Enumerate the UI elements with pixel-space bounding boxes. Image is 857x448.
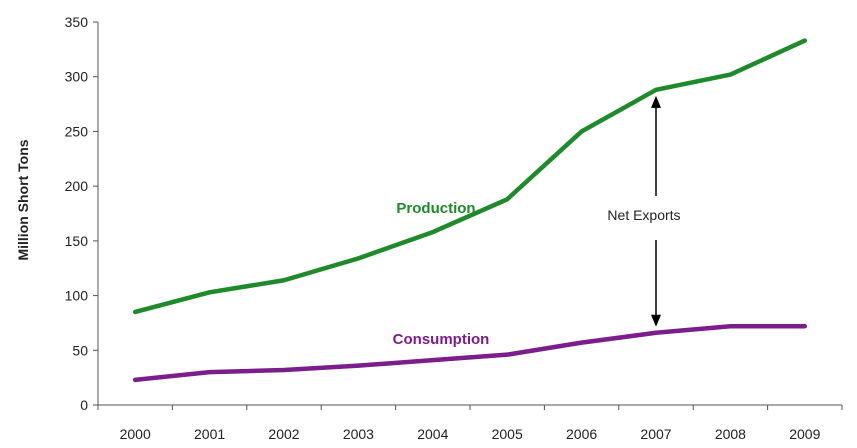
net-exports-annotation: Net Exports <box>607 95 681 327</box>
y-tick-label: 100 <box>65 288 89 304</box>
series-lines <box>132 38 808 383</box>
y-ticks: 0 50 100 150 200 250 300 350 <box>65 14 98 413</box>
x-tick-label: 2002 <box>268 426 299 442</box>
y-tick-label: 0 <box>80 397 88 413</box>
y-tick-label: 50 <box>72 342 88 358</box>
x-tick-label: 2008 <box>715 426 746 442</box>
y-tick-label: 250 <box>65 123 89 139</box>
net-exports-label: Net Exports <box>607 207 680 223</box>
x-tick-label: 2005 <box>492 426 523 442</box>
x-tick-label: 2004 <box>417 426 448 442</box>
series-line-consumption <box>132 323 808 383</box>
net-exports-arrowhead-down <box>651 314 661 327</box>
net-exports-arrowhead-up <box>651 95 661 108</box>
x-tick-label: 2007 <box>640 426 671 442</box>
series-label-production: Production <box>396 200 475 217</box>
y-tick-label: 350 <box>65 14 89 30</box>
y-tick-label: 150 <box>65 233 89 249</box>
x-tick-label: 2009 <box>789 426 820 442</box>
y-axis-title: Million Short Tons <box>15 139 31 260</box>
series-label-consumption: Consumption <box>393 331 490 348</box>
y-tick-label: 200 <box>65 178 89 194</box>
x-ticks: 2000 2001 2002 2003 2004 2005 2006 2007 2008 2009 <box>97 405 843 442</box>
x-tick-label: 2000 <box>120 426 151 442</box>
y-tick-label: 300 <box>65 69 89 85</box>
x-tick-label: 2003 <box>343 426 374 442</box>
x-tick-label: 2001 <box>194 426 225 442</box>
series-line-production <box>132 38 808 315</box>
x-tick-label: 2006 <box>566 426 597 442</box>
